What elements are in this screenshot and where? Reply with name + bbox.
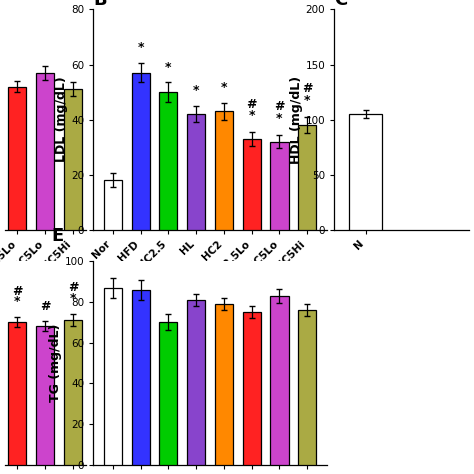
Bar [271, 142, 289, 229]
Bar [187, 114, 205, 229]
Bar [215, 111, 233, 229]
Text: *: * [137, 41, 144, 55]
Bar [104, 180, 122, 229]
Bar [9, 87, 27, 229]
Text: #: # [274, 100, 285, 113]
Text: #: # [68, 282, 78, 294]
Text: #: # [40, 300, 50, 313]
Bar [9, 322, 27, 465]
Text: #: # [246, 98, 257, 110]
Bar [64, 89, 82, 229]
Bar [64, 320, 82, 465]
Text: *: * [221, 81, 227, 94]
Text: E: E [51, 227, 64, 245]
Text: *: * [248, 109, 255, 122]
Bar [159, 322, 177, 465]
Bar [159, 92, 177, 229]
Bar [243, 139, 261, 229]
Bar [36, 73, 54, 229]
Text: *: * [165, 61, 172, 73]
Bar [36, 327, 54, 465]
Bar [132, 73, 150, 229]
Bar [243, 312, 261, 465]
Bar [215, 304, 233, 465]
Bar [298, 310, 316, 465]
Bar [132, 290, 150, 465]
Text: *: * [14, 295, 21, 308]
Bar [187, 300, 205, 465]
Text: #: # [12, 284, 23, 298]
Text: *: * [304, 94, 310, 107]
Text: C: C [334, 0, 347, 9]
Y-axis label: LDL (mg/dL): LDL (mg/dL) [55, 77, 68, 163]
Text: #: # [302, 82, 312, 95]
Y-axis label: TG (mg/dL): TG (mg/dL) [49, 324, 62, 402]
Text: *: * [70, 292, 76, 305]
Bar [271, 296, 289, 465]
Bar [349, 114, 383, 229]
Y-axis label: HDL (mg/dL): HDL (mg/dL) [290, 75, 303, 164]
Bar [298, 125, 316, 229]
Text: B: B [93, 0, 107, 9]
Text: *: * [193, 84, 200, 97]
Text: *: * [276, 112, 283, 125]
Bar [104, 288, 122, 465]
